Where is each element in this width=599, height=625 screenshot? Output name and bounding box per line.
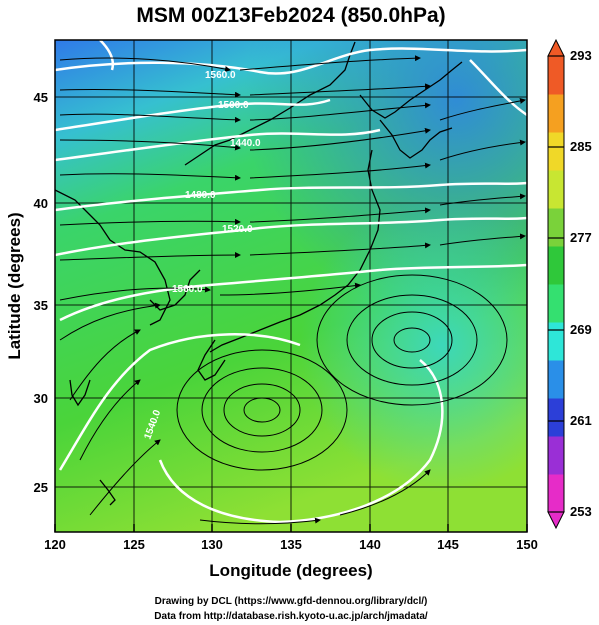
colorbar-segment xyxy=(548,474,564,513)
contour-label: 1440.0 xyxy=(230,138,261,149)
colorbar-bottom-arrow xyxy=(547,511,565,530)
colorbar-segment xyxy=(548,170,564,209)
x-tick-label: 130 xyxy=(201,537,223,552)
colorbar-label: 261 xyxy=(570,413,592,428)
colorbar-segment xyxy=(548,436,564,475)
y-axis-tick-labels: 25 30 35 40 45 xyxy=(34,90,48,495)
colorbar: 293 285 277 269 261 253 xyxy=(547,38,592,530)
x-axis-ticks xyxy=(54,524,528,532)
plot-area: 1560.0 1500.0 1440.0 1480.0 1520.0 1560.… xyxy=(55,40,527,532)
x-tick-label: 120 xyxy=(44,537,66,552)
colorbar-segment xyxy=(548,208,564,247)
colorbar-top-arrow xyxy=(547,38,565,57)
y-tick-label: 35 xyxy=(34,298,48,313)
y-tick-label: 45 xyxy=(34,90,48,105)
colorbar-segment xyxy=(548,398,564,437)
contour-label: 1480.0 xyxy=(185,190,216,201)
cyclone-swirls xyxy=(176,274,508,471)
credit-drawing: Drawing by DCL (https://www.gfd-dennou.o… xyxy=(155,596,428,607)
x-tick-label: 150 xyxy=(516,537,538,552)
y-tick-label: 30 xyxy=(34,391,48,406)
streamlines xyxy=(59,55,526,525)
colorbar-segment xyxy=(548,322,564,361)
credit-data: Data from http://database.rish.kyoto-u.a… xyxy=(154,611,428,622)
x-axis-label: Longitude (degrees) xyxy=(209,561,372,580)
contour-label: 1500.0 xyxy=(218,100,249,111)
y-tick-label: 40 xyxy=(34,196,48,211)
colorbar-label: 253 xyxy=(570,504,592,519)
colorbar-segment xyxy=(548,132,564,171)
x-tick-label: 145 xyxy=(437,537,459,552)
x-tick-label: 125 xyxy=(123,537,145,552)
colorbar-segment xyxy=(548,284,564,323)
height-contours xyxy=(55,40,527,524)
colorbar-label: 293 xyxy=(570,48,592,63)
colorbar-segment xyxy=(548,94,564,133)
colorbar-segments xyxy=(548,56,564,513)
contour-label: 1520.0 xyxy=(222,224,253,235)
graticule xyxy=(55,40,527,532)
colorbar-segment xyxy=(548,360,564,399)
colorbar-label: 285 xyxy=(570,139,592,154)
x-axis-tick-labels: 120 125 130 135 140 145 150 xyxy=(44,537,538,552)
x-tick-label: 135 xyxy=(280,537,302,552)
x-tick-label: 140 xyxy=(359,537,381,552)
contour-label: 1560.0 xyxy=(172,284,203,295)
y-tick-label: 25 xyxy=(34,480,48,495)
colorbar-segment xyxy=(548,246,564,285)
map-title: MSM 00Z13Feb2024 (850.0hPa) xyxy=(136,4,445,27)
contour-label: 1560.0 xyxy=(205,70,236,81)
colorbar-label: 277 xyxy=(570,230,592,245)
colorbar-segment xyxy=(548,56,564,95)
colorbar-label: 269 xyxy=(570,322,592,337)
y-axis-label: Latitude (degrees) xyxy=(5,212,24,359)
